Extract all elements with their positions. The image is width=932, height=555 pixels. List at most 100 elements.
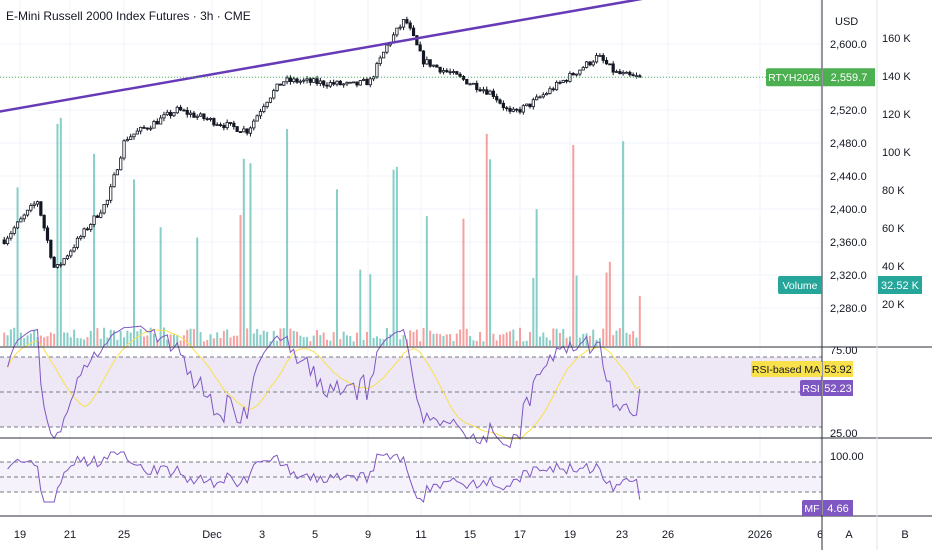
volume-bar [359,269,362,346]
mf-tag-label: MF [804,503,819,515]
candle-body [255,115,259,122]
volume-bar [562,328,565,346]
symbol-tag-bg [766,68,822,87]
time-tick-label: 23 [616,529,628,541]
candle-body [421,50,426,65]
volume-bar [289,328,292,346]
volume-tick-label: 120 K [882,109,911,121]
volume-tick-label: 80 K [882,185,905,197]
volume-bar [266,331,269,346]
volume-bar [19,332,22,346]
volume-bar [509,331,512,346]
volume-bar [462,218,465,346]
candle-body [531,99,535,108]
volume-bar [209,334,212,346]
volume-bar [172,333,175,346]
candle-body [258,111,263,117]
rsi-value: 52.23 [824,383,852,395]
candle-body [298,80,302,83]
rsi-ma-value-bg [823,361,853,377]
candle-body [159,117,163,125]
volume-bar [432,333,435,346]
volume-bar [345,335,348,346]
candle-body [105,199,109,205]
candle-body [365,78,369,86]
volume-bar [306,336,309,346]
candle-body [461,75,466,80]
time-tick-label: 25 [118,529,130,541]
volume-bar [329,340,332,346]
mf-tick-label: 100.00 [830,451,864,463]
candle-body [584,61,589,68]
candle-body [35,201,40,205]
price-tick-label: 2,280.0 [830,303,867,315]
rsi-tag-label: RSI [802,383,820,395]
candle-body [145,127,149,130]
volume-bar [13,327,16,346]
volume-bar [232,335,235,346]
candle-body [69,250,73,257]
time-tick-label: 21 [64,529,76,541]
volume-bar [26,335,29,346]
candle-body [89,224,93,230]
volume-bar [505,332,508,346]
volume-bar [276,340,279,346]
volume-bar [166,339,169,346]
volume-bar [59,117,62,346]
volume-bar [109,329,112,346]
candle-body [282,81,286,86]
volume-bar [422,328,425,346]
volume-bar [392,169,395,346]
volume-tick-label: 20 K [882,299,905,311]
candle-body [418,44,422,52]
volume-bar [395,166,398,346]
candle-body [235,126,239,132]
volume-bar [538,336,541,346]
candle-body [42,214,46,229]
candle-body [541,94,545,98]
candle-body [371,76,376,80]
volume-bar [482,341,485,346]
candle-body [342,83,346,86]
time-tick-label: 17 [514,529,526,541]
candle-body [458,73,462,77]
time-tick-label: Dec [202,529,222,541]
volume-bar [575,275,578,346]
volume-bar [139,329,142,346]
volume-bar [485,133,488,346]
price-axis-currency: USD [835,16,858,28]
volume-bar [236,335,239,346]
candle-body [312,78,316,83]
candle-body [485,89,489,95]
candle-body [285,77,289,83]
volume-bar [216,332,219,346]
volume-bar [53,333,56,346]
candle-body [2,239,6,245]
mf-value-bg [823,500,853,516]
chart-title: E-Mini Russell 2000 Index Futures · 3h ·… [6,9,251,23]
grid-lines [0,0,822,515]
candle-body [568,72,572,82]
candle-body [488,90,492,95]
volume-bar [492,333,495,346]
candle-body [431,64,436,67]
volume-bar [588,335,591,346]
candle-body [555,81,559,91]
candle-body [222,125,226,129]
time-tick-label: 11 [415,529,426,541]
rsi-tick-label: 25.00 [830,428,858,440]
volume-bar [522,341,525,346]
candle-body [548,88,552,94]
candle-body [591,61,595,66]
candle-body [308,78,312,83]
volume-bar [63,332,66,346]
candle-body [5,237,10,245]
volume-bar [296,331,299,346]
volume-bar [322,332,325,346]
candle-body [225,122,229,129]
candle-body [594,55,599,63]
candle-body [182,109,186,112]
candle-body [578,69,582,75]
candle-body [278,83,283,86]
